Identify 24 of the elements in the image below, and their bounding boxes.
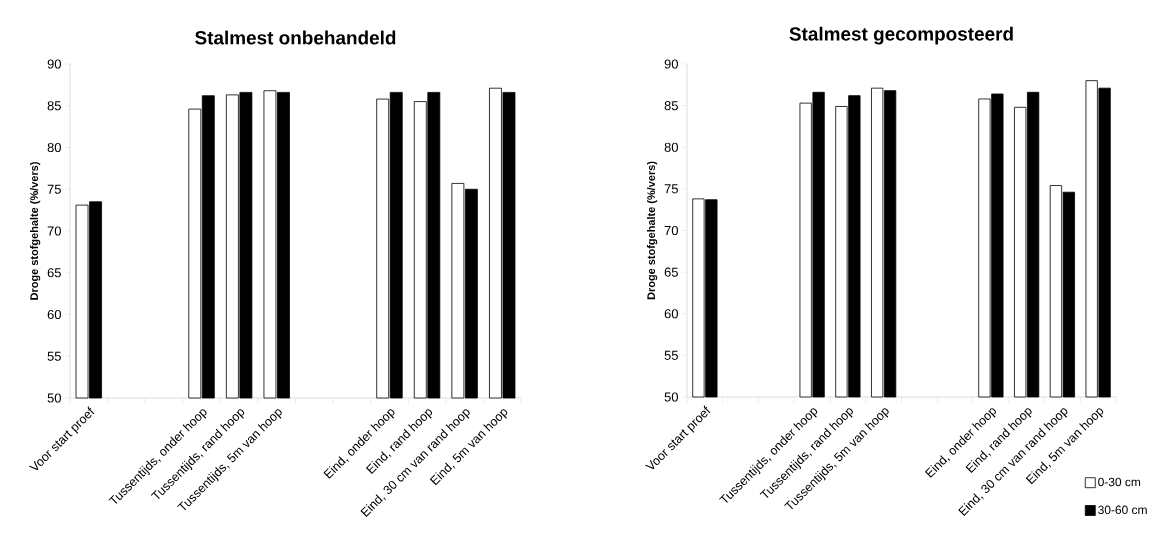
y-tick-label: 65 — [664, 267, 678, 277]
y-tick-label: 75 — [664, 184, 678, 194]
y-tick-label: 50 — [47, 393, 61, 403]
chart-title: Stalmest gecomposteerd — [789, 26, 1013, 45]
legend-label: 0-30 cm — [1098, 477, 1141, 487]
y-tick-label: 90 — [47, 59, 61, 69]
y-tick-label: 60 — [664, 309, 678, 319]
y-tick-label: 85 — [664, 101, 678, 111]
y-tick-label: 80 — [664, 142, 678, 152]
y-tick-label: 50 — [664, 392, 678, 402]
y-tick-label: 55 — [47, 351, 61, 361]
y-tick-label: 75 — [47, 184, 61, 194]
y-tick-label: 90 — [664, 59, 678, 69]
y-tick-label: 85 — [47, 101, 61, 111]
chart-title: Stalmest onbehandeld — [195, 30, 396, 45]
y-tick-label: 70 — [664, 225, 678, 236]
legend-label: 30-60 cm — [1098, 505, 1147, 515]
y-tick-label: 80 — [47, 142, 61, 153]
y-axis-title: Droge stofgehalte (%/vers) — [29, 162, 41, 300]
y-tick-label: 55 — [664, 350, 678, 360]
y-axis-title: Droge stofgehalte (%/vers) — [646, 161, 658, 300]
y-tick-label: 65 — [47, 268, 61, 278]
y-tick-label: 70 — [47, 226, 61, 236]
y-tick-label: 60 — [47, 309, 61, 320]
